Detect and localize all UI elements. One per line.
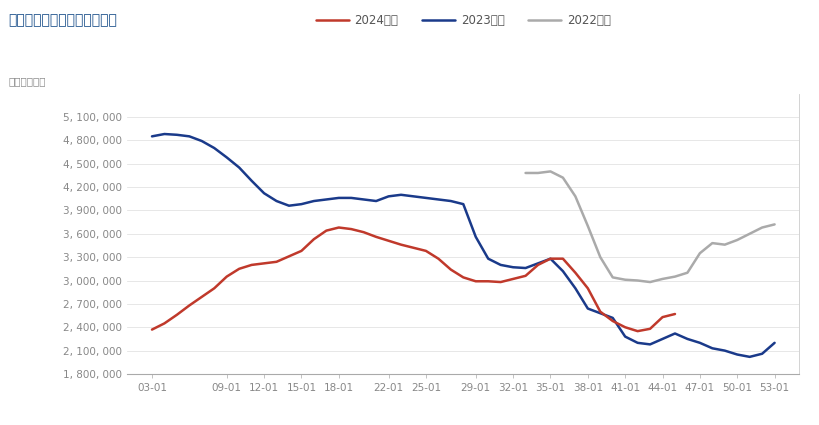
- 2022年度: [545, 169, 554, 174]
- 2024年度: [197, 294, 206, 299]
- 2022年度: [669, 274, 679, 279]
- 2022年度: [570, 194, 580, 199]
- 2024年度: [296, 248, 306, 253]
- Line: 2023年度: 2023年度: [152, 134, 774, 357]
- 2022年度: [731, 238, 741, 243]
- 2024年度: [433, 256, 443, 261]
- 2024年度: [321, 228, 331, 233]
- 2024年度: [557, 256, 567, 261]
- 2023年度: [607, 315, 617, 320]
- 2024年度: [595, 309, 604, 314]
- 2024年度: [371, 234, 381, 239]
- 2024年度: [420, 248, 430, 253]
- 2024年度: [632, 329, 642, 334]
- 2024年度: [184, 303, 194, 308]
- 2022年度: [632, 278, 642, 283]
- 2023年度: [296, 201, 306, 207]
- 2024年度: [221, 274, 231, 279]
- 2022年度: [582, 224, 592, 229]
- 2022年度: [619, 277, 629, 282]
- 2024年度: [495, 280, 505, 285]
- 2024年度: [283, 254, 293, 259]
- 2022年度: [607, 275, 617, 280]
- 2024年度: [545, 256, 554, 261]
- 2023年度: [769, 340, 779, 346]
- 2022年度: [557, 175, 567, 180]
- 2024年度: [582, 286, 592, 291]
- 2023年度: [346, 196, 355, 201]
- Text: 单位：立方米: 单位：立方米: [8, 76, 46, 87]
- 2024年度: [508, 276, 518, 281]
- Line: 2022年度: 2022年度: [525, 171, 774, 282]
- 2024年度: [396, 242, 405, 247]
- 2024年度: [570, 270, 580, 275]
- 2023年度: [744, 354, 753, 360]
- 2022年度: [520, 170, 530, 176]
- 2024年度: [247, 262, 256, 267]
- 2023年度: [160, 131, 170, 136]
- 2024年度: [470, 279, 480, 284]
- 2022年度: [769, 222, 779, 227]
- 2023年度: [359, 197, 369, 202]
- 2024年度: [607, 318, 617, 323]
- 2022年度: [681, 270, 691, 275]
- 2024年度: [333, 225, 343, 230]
- 2024年度: [532, 262, 542, 267]
- 2023年度: [756, 351, 766, 356]
- 2022年度: [707, 241, 717, 246]
- 2024年度: [209, 286, 219, 291]
- 2024年度: [383, 238, 393, 243]
- 2022年度: [657, 276, 667, 281]
- 2022年度: [532, 170, 542, 176]
- 2024年度: [259, 261, 269, 266]
- 2024年度: [271, 259, 281, 264]
- 2024年度: [172, 312, 182, 317]
- 2024年度: [346, 227, 355, 232]
- 2023年度: [147, 134, 156, 139]
- 2023年度: [570, 286, 580, 291]
- Legend: 2024年度, 2023年度, 2022年度: 2024年度, 2023年度, 2022年度: [310, 10, 615, 32]
- 2024年度: [669, 312, 679, 317]
- 2022年度: [695, 251, 704, 256]
- 2024年度: [458, 275, 468, 280]
- Text: 原木：港口库存：中国（周）: 原木：港口库存：中国（周）: [8, 13, 117, 27]
- 2024年度: [147, 327, 156, 332]
- 2022年度: [744, 231, 753, 236]
- 2024年度: [359, 230, 369, 235]
- 2024年度: [446, 267, 455, 272]
- Line: 2024年度: 2024年度: [152, 227, 674, 331]
- 2024年度: [309, 237, 319, 242]
- 2022年度: [719, 242, 729, 247]
- 2024年度: [657, 314, 667, 320]
- 2024年度: [482, 279, 492, 284]
- 2022年度: [756, 225, 766, 230]
- 2024年度: [234, 266, 244, 272]
- 2024年度: [645, 326, 654, 332]
- 2024年度: [408, 245, 418, 250]
- 2022年度: [595, 255, 604, 260]
- 2024年度: [160, 321, 170, 326]
- 2024年度: [619, 325, 629, 330]
- 2024年度: [520, 273, 530, 278]
- 2022年度: [645, 280, 654, 285]
